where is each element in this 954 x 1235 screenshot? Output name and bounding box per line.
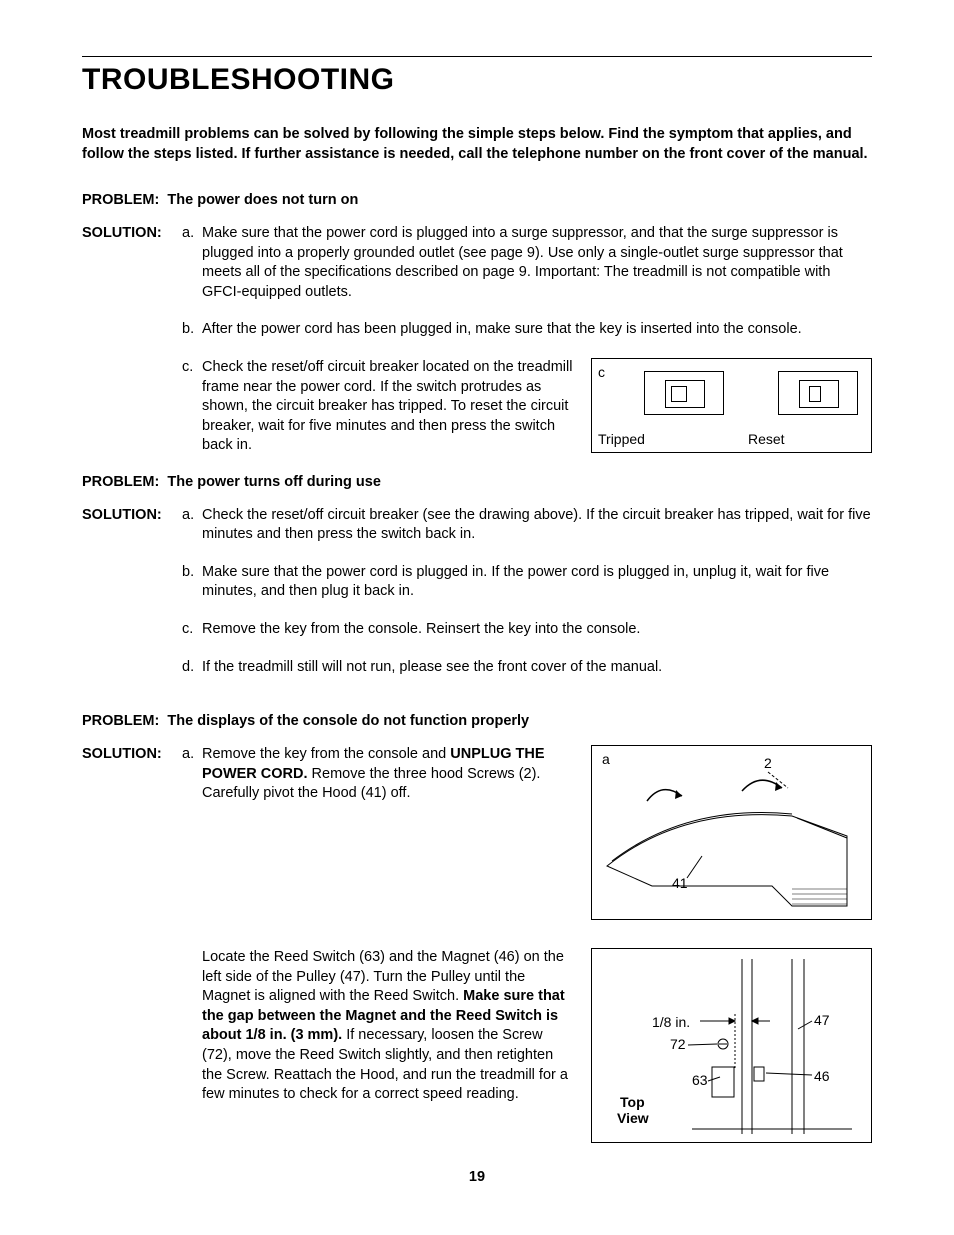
hood-diagram-icon: a 2 41 [592, 746, 873, 921]
problem-2-title: The power turns off during use [167, 474, 380, 490]
tripped-label: Tripped [598, 430, 645, 449]
svg-text:2: 2 [764, 755, 772, 771]
problem-label: PROBLEM: [82, 192, 159, 208]
item-letter: d. [182, 658, 202, 678]
svg-text:72: 72 [670, 1036, 686, 1052]
problem-2-heading: PROBLEM: The power turns off during use [82, 474, 872, 490]
solution-1b-text: After the power cord has been plugged in… [202, 320, 872, 340]
top-rule [82, 56, 872, 57]
page-title: TROUBLESHOOTING [82, 63, 872, 97]
figure-hood: a 2 41 [591, 745, 872, 920]
solution-3-reed-row: Locate the Reed Switch (63) and the Magn… [82, 948, 872, 1143]
solution-3a-text: Remove the key from the console and UNPL… [202, 745, 573, 920]
solution-2b: b. Make sure that the power cord is plug… [82, 563, 872, 602]
item-letter: b. [182, 320, 202, 340]
svg-text:47: 47 [814, 1012, 830, 1028]
item-letter: a. [182, 506, 202, 545]
figure-reed-switch: 1/8 in. 72 63 47 46 Top View [591, 948, 872, 1143]
solution-label: SOLUTION: [82, 224, 182, 302]
svg-text:1/8 in.: 1/8 in. [652, 1014, 690, 1030]
intro-paragraph: Most treadmill problems can be solved by… [82, 125, 872, 164]
figure-c-tag: c [598, 363, 605, 382]
breaker-tripped-icon [644, 371, 724, 415]
item-letter: c. [182, 620, 202, 640]
solution-1c-text: Check the reset/off circuit breaker loca… [202, 358, 573, 456]
solution-label: SOLUTION: [82, 506, 182, 545]
reed-switch-diagram-icon: 1/8 in. 72 63 47 46 Top View [592, 949, 873, 1144]
svg-text:63: 63 [692, 1072, 708, 1088]
problem-3-heading: PROBLEM: The displays of the console do … [82, 713, 872, 729]
problem-1-heading: PROBLEM: The power does not turn on [82, 192, 872, 208]
solution-2c-text: Remove the key from the console. Reinser… [202, 620, 872, 640]
problem-label: PROBLEM: [82, 713, 159, 729]
solution-1b: b. After the power cord has been plugged… [82, 320, 872, 340]
solution-3a-row: SOLUTION: a. Remove the key from the con… [82, 745, 872, 920]
top-view-line2: View [617, 1110, 649, 1126]
figure-circuit-breaker: c Tripped Reset [591, 358, 872, 453]
item-letter: a. [182, 745, 202, 920]
svg-text:a: a [602, 751, 610, 767]
solution-2b-text: Make sure that the power cord is plugged… [202, 563, 872, 602]
svg-text:41: 41 [672, 875, 688, 891]
problem-3-title: The displays of the console do not funct… [167, 713, 529, 729]
solution-2c: c. Remove the key from the console. Rein… [82, 620, 872, 640]
problem-label: PROBLEM: [82, 474, 159, 490]
solution-label: SOLUTION: [82, 745, 182, 920]
reset-label: Reset [748, 430, 785, 449]
item-letter: a. [182, 224, 202, 302]
solution-2a-text: Check the reset/off circuit breaker (see… [202, 506, 872, 545]
svg-text:46: 46 [814, 1068, 830, 1084]
solution-1a: SOLUTION: a. Make sure that the power co… [82, 224, 872, 302]
top-view-line1: Top [620, 1094, 645, 1110]
problem-1-title: The power does not turn on [167, 192, 358, 208]
solution-2d: d. If the treadmill still will not run, … [82, 658, 872, 678]
solution-3-reed-text: Locate the Reed Switch (63) and the Magn… [202, 948, 573, 1143]
solution-1a-text: Make sure that the power cord is plugged… [202, 224, 872, 302]
item-letter: c. [182, 358, 202, 456]
item-letter: b. [182, 563, 202, 602]
solution-2a: SOLUTION: a. Check the reset/off circuit… [82, 506, 872, 545]
solution-1c-row: c. Check the reset/off circuit breaker l… [82, 358, 872, 456]
solution-2d-text: If the treadmill still will not run, ple… [202, 658, 872, 678]
manual-page: TROUBLESHOOTING Most treadmill problems … [0, 0, 954, 1235]
breaker-reset-icon [778, 371, 858, 415]
page-number: 19 [0, 1169, 954, 1185]
